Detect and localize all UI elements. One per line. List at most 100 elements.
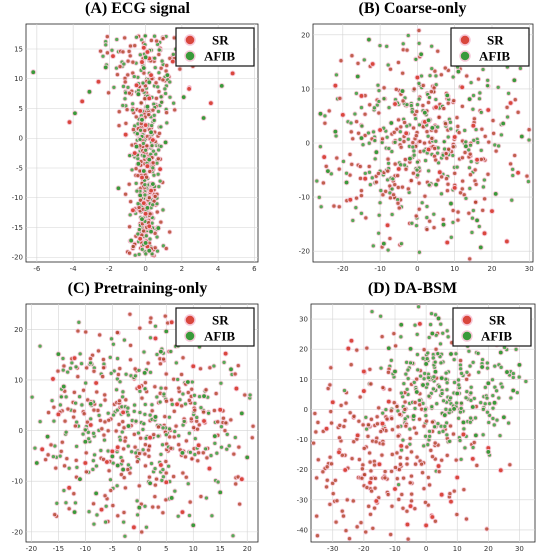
data-point: [162, 139, 169, 146]
cloud-point: [480, 207, 486, 213]
cloud-point: [122, 35, 128, 41]
cloud-point: [75, 374, 81, 380]
data-point: [201, 393, 207, 400]
cloud-point: [398, 390, 404, 396]
cloud-point: [138, 435, 144, 441]
cloud-point: [90, 466, 96, 473]
cloud-point: [129, 449, 135, 455]
scatter-plot-d: -30 -20 -10 0 10 20 30 -40 -30 -20 -10 0 10 20 30 SRAFI…: [297, 303, 536, 553]
cloud-point: [420, 102, 426, 109]
cloud-point: [458, 400, 464, 406]
x-tick-label: 0: [143, 265, 147, 273]
cloud-point: [467, 256, 473, 262]
cloud-point: [376, 110, 382, 116]
x-tick-label: 10: [189, 545, 198, 553]
cloud-point: [99, 426, 105, 432]
cloud-point: [233, 481, 239, 487]
cloud-point: [385, 156, 391, 162]
cloud-point: [440, 330, 446, 336]
cloud-point: [163, 110, 170, 116]
cloud-point: [400, 41, 406, 47]
cloud-point: [393, 86, 399, 92]
cloud-point: [119, 458, 126, 464]
data-point: [407, 503, 414, 510]
cloud-point: [176, 385, 182, 391]
cloud-point: [60, 355, 66, 362]
cloud-point: [203, 387, 209, 393]
cloud-point: [411, 86, 417, 92]
cloud-point: [170, 51, 176, 57]
cloud-point: [123, 191, 129, 197]
cloud-point: [111, 84, 117, 90]
cloud-point: [336, 204, 342, 210]
cloud-point: [389, 427, 396, 433]
cloud-point: [462, 149, 468, 156]
data-point: [195, 442, 202, 449]
data-point: [144, 103, 151, 110]
cloud-point: [348, 120, 354, 126]
cloud-point: [480, 432, 486, 438]
data-point: [503, 238, 510, 245]
data-point: [71, 509, 78, 516]
y-tick-label: 0: [306, 140, 310, 148]
cloud-point: [84, 365, 90, 371]
cloud-point: [137, 325, 143, 331]
cloud-point: [150, 165, 156, 171]
cloud-point: [66, 465, 72, 471]
cloud-point: [433, 138, 439, 144]
cloud-point: [75, 328, 81, 334]
data-point: [342, 467, 349, 473]
cloud-point: [140, 140, 147, 147]
cloud-point: [431, 225, 437, 231]
cloud-point: [323, 163, 329, 169]
cloud-point: [73, 400, 79, 406]
cloud-point: [467, 419, 473, 425]
cloud-point: [490, 415, 496, 422]
cloud-point: [416, 27, 422, 34]
cloud-point: [360, 422, 366, 428]
cloud-point: [388, 532, 394, 538]
cloud-point: [155, 504, 161, 510]
cloud-point: [482, 133, 488, 139]
cloud-point: [185, 481, 191, 487]
cloud-point: [74, 443, 80, 449]
data-point: [385, 345, 392, 352]
cloud-point: [154, 248, 161, 254]
cloud-point: [114, 36, 120, 43]
cloud-point: [121, 519, 127, 525]
cloud-point: [471, 439, 477, 446]
x-tick-label: -6: [33, 265, 41, 273]
cloud-point: [188, 416, 194, 422]
data-point: [367, 479, 374, 486]
cloud-point: [316, 194, 322, 200]
cloud-point: [130, 59, 136, 65]
cloud-point: [470, 444, 476, 451]
cloud-point: [426, 334, 432, 341]
data-point: [451, 405, 458, 412]
cloud-point: [415, 172, 421, 178]
cloud-point: [422, 406, 428, 412]
data-point: [373, 149, 380, 156]
cloud-point: [333, 519, 339, 525]
cloud-point: [413, 223, 420, 229]
cloud-point: [492, 363, 498, 369]
cloud-point: [151, 432, 157, 438]
data-point: [429, 124, 436, 131]
cloud-point: [414, 351, 421, 358]
cloud-point: [341, 423, 347, 430]
cloud-point: [361, 57, 367, 63]
cloud-point: [106, 468, 112, 474]
cloud-point: [470, 92, 477, 99]
cloud-point: [467, 172, 474, 178]
cloud-point: [163, 458, 169, 465]
cloud-point: [328, 365, 334, 371]
cloud-point: [395, 59, 402, 66]
cloud-point: [137, 136, 143, 143]
x-tick-label: -30: [327, 545, 338, 553]
cloud-point: [404, 461, 410, 467]
cloud-point: [424, 226, 430, 233]
cloud-point: [72, 423, 78, 429]
cloud-point: [63, 500, 69, 506]
cloud-point: [469, 229, 475, 236]
cloud-point: [168, 397, 175, 403]
